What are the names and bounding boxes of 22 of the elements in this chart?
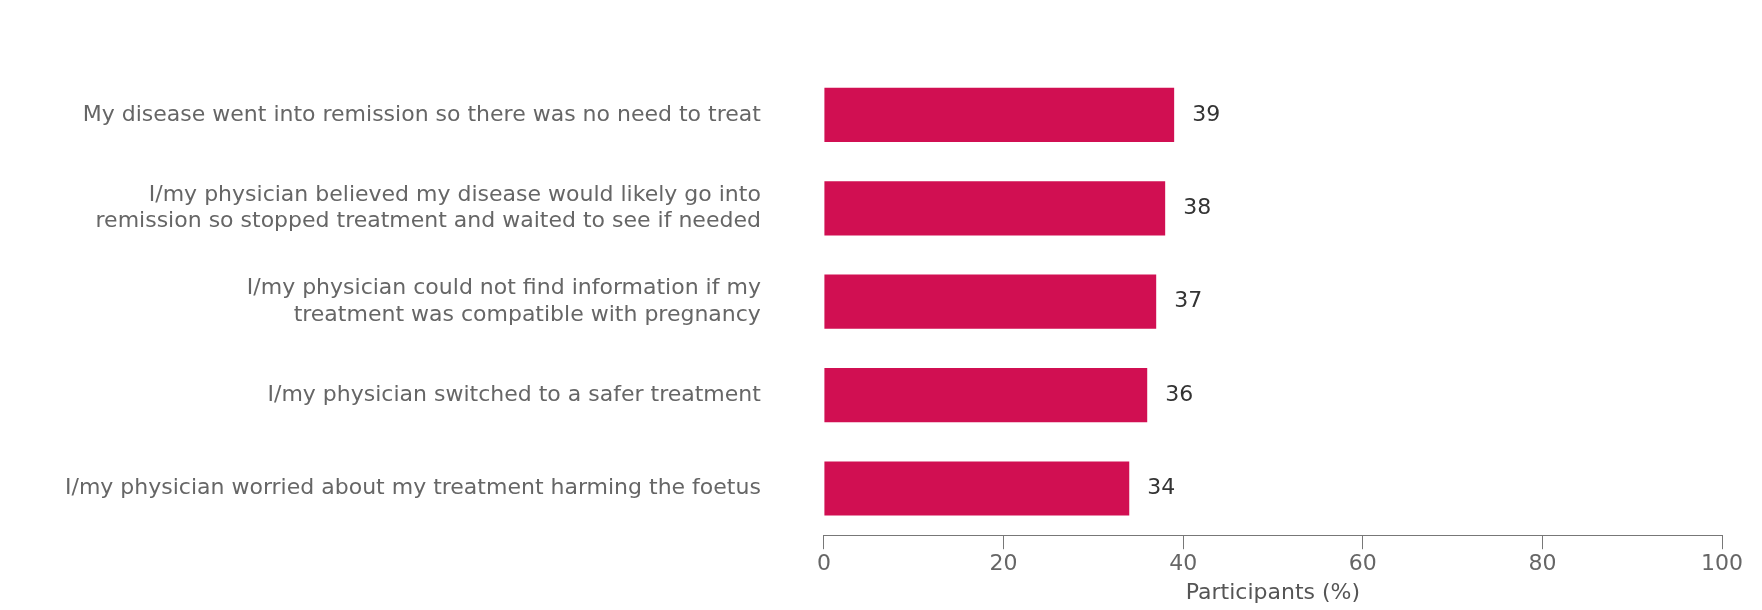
y-tick-label: I/my physician could not find information if my treatment was compatible with pregnancy (246, 274, 761, 326)
x-tick-label: 60 (1348, 550, 1377, 576)
data-label: 34 (1147, 474, 1176, 500)
x-tick-label: 100 (1701, 550, 1743, 576)
y-tick-label: I/my physician believed my disease would likely go into remission so stopped treatment and waited to see if needed (95, 180, 761, 233)
x-tick-label: 0 (816, 550, 831, 576)
bar (824, 181, 1166, 236)
y-tick-label: My disease went into remission so there was no need to treat (82, 100, 762, 126)
data-label: 38 (1183, 194, 1212, 220)
data-label: 37 (1174, 287, 1203, 313)
data-label: 39 (1192, 100, 1221, 126)
y-tick-label: I/my physician worried about my treatment harming the foetus (64, 474, 761, 500)
x-tick-label: 20 (989, 550, 1018, 576)
bar (824, 461, 1130, 516)
x-axis-title: Participants (%) (1185, 578, 1361, 604)
x-tick-label: 40 (1169, 550, 1198, 576)
y-tick-label: I/my physician switched to a safer treatment (267, 380, 762, 406)
bar (824, 87, 1175, 142)
x-tick-label: 80 (1528, 550, 1557, 576)
data-label: 36 (1165, 380, 1194, 406)
bar (824, 274, 1157, 329)
bar (824, 368, 1148, 423)
